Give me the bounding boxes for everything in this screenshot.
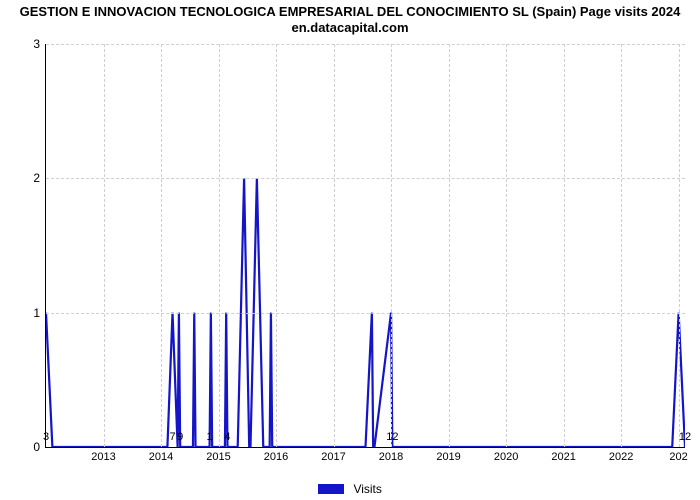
x-tick-label: 2018 xyxy=(379,451,403,463)
gridline-horizontal xyxy=(46,44,685,45)
value-label: 12 xyxy=(679,431,691,443)
gridline-vertical xyxy=(449,44,450,447)
value-label: 7 xyxy=(169,431,175,443)
value-label: 9 xyxy=(177,431,183,443)
gridline-vertical xyxy=(506,44,507,447)
gridline-vertical xyxy=(334,44,335,447)
x-tick-label: 2017 xyxy=(321,451,345,463)
gridline-vertical xyxy=(219,44,220,447)
x-tick-label: 2022 xyxy=(609,451,633,463)
gridline-vertical xyxy=(276,44,277,447)
gridline-vertical xyxy=(564,44,565,447)
value-label: 12 xyxy=(386,431,398,443)
x-tick-label: 2021 xyxy=(551,451,575,463)
y-tick-label: 1 xyxy=(33,306,40,320)
chart-container: GESTION E INNOVACION TECNOLOGICA EMPRESA… xyxy=(0,0,700,500)
y-tick-label: 0 xyxy=(33,440,40,454)
gridline-vertical xyxy=(391,44,392,447)
gridline-horizontal xyxy=(46,178,685,179)
y-tick-label: 3 xyxy=(33,37,40,51)
gridline-vertical xyxy=(104,44,105,447)
x-tick-label: 2014 xyxy=(149,451,173,463)
legend-label: Visits xyxy=(353,482,381,496)
legend-swatch xyxy=(318,484,344,494)
value-label: 4 xyxy=(224,431,230,443)
x-tick-label: 2019 xyxy=(436,451,460,463)
x-tick-label: 2013 xyxy=(91,451,115,463)
x-tick-label: 2020 xyxy=(494,451,518,463)
plot-area: 2013201420152016201720182019202020212022… xyxy=(45,44,685,448)
series-line xyxy=(46,44,685,447)
gridline-vertical xyxy=(161,44,162,447)
gridline-horizontal xyxy=(46,313,685,314)
gridline-vertical xyxy=(621,44,622,447)
value-label: 3 xyxy=(43,431,49,443)
y-tick-label: 2 xyxy=(33,171,40,185)
x-tick-label: 202 xyxy=(669,451,687,463)
legend: Visits xyxy=(0,481,700,496)
chart-title: GESTION E INNOVACION TECNOLOGICA EMPRESA… xyxy=(0,4,700,37)
value-label: 1 xyxy=(207,431,213,443)
x-tick-label: 2016 xyxy=(264,451,288,463)
gridline-vertical xyxy=(679,44,680,447)
x-tick-label: 2015 xyxy=(206,451,230,463)
